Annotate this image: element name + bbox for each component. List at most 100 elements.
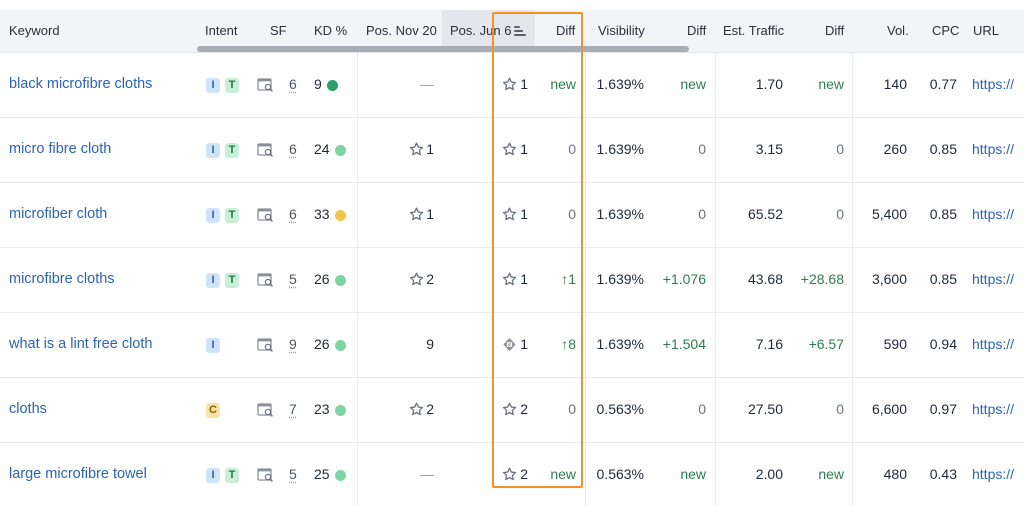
col-visibility-diff[interactable]: Diff bbox=[687, 23, 707, 38]
serp-features-icon[interactable] bbox=[257, 142, 275, 158]
kd-difficulty-dot bbox=[335, 470, 346, 481]
col-sf[interactable]: SF bbox=[270, 23, 287, 38]
col-traffic[interactable]: Est. Traffic bbox=[723, 23, 785, 38]
url-link[interactable]: https:// bbox=[972, 271, 1015, 287]
keyword-link[interactable]: microfiber cloth bbox=[9, 206, 108, 222]
visibility-diff: new bbox=[680, 76, 706, 92]
position-nov: — bbox=[420, 466, 434, 482]
table-row: what is a lint free cloth I 9 26 9 1 ↑8 1.639% +… bbox=[0, 312, 1024, 378]
volume-value: 140 bbox=[883, 76, 907, 92]
position-jun: 1 bbox=[520, 206, 528, 222]
serp-features-icon[interactable] bbox=[257, 77, 275, 93]
cpc-value: 0.77 bbox=[929, 76, 957, 92]
serp-features-count[interactable]: 6 bbox=[289, 141, 297, 157]
volume-value: 5,400 bbox=[871, 206, 907, 222]
intent-badge: I bbox=[206, 78, 220, 93]
url-link[interactable]: https:// bbox=[972, 401, 1015, 417]
serp-features-count[interactable]: 5 bbox=[289, 271, 297, 287]
col-cpc[interactable]: CPC bbox=[932, 23, 960, 38]
kd-difficulty-dot bbox=[335, 275, 346, 286]
column-divider bbox=[357, 52, 358, 506]
col-diff[interactable]: Diff bbox=[556, 23, 576, 38]
serp-features-count[interactable]: 5 bbox=[289, 466, 297, 482]
position-jun: 1 bbox=[520, 76, 528, 92]
keyword-link[interactable]: what is a lint free cloth bbox=[9, 336, 153, 352]
position-diff: ↑8 bbox=[561, 336, 576, 352]
star-icon bbox=[502, 142, 517, 157]
traffic-value: 2.00 bbox=[755, 466, 783, 482]
position-diff: new bbox=[550, 76, 576, 92]
visibility-value: 0.563% bbox=[596, 466, 644, 482]
kd-value: 24 bbox=[314, 141, 330, 157]
keyword-link[interactable]: microfibre cloths bbox=[9, 271, 115, 287]
col-intent[interactable]: Intent bbox=[205, 23, 238, 38]
keyword-link[interactable]: micro fibre cloth bbox=[9, 141, 112, 157]
col-visibility[interactable]: Visibility bbox=[598, 23, 645, 38]
serp-features-icon[interactable] bbox=[257, 467, 275, 483]
url-link[interactable]: https:// bbox=[972, 206, 1015, 222]
traffic-value: 7.16 bbox=[755, 336, 783, 352]
kd-value: 26 bbox=[314, 336, 330, 352]
traffic-value: 1.70 bbox=[755, 76, 783, 92]
table-row: cloths C 7 23 2 2 0 0.563% 0 27.50 0 6,600 0.97 https… bbox=[0, 377, 1024, 443]
col-keyword[interactable]: Keyword bbox=[9, 23, 60, 38]
position-jun: 1 bbox=[520, 141, 528, 157]
sort-descending-icon[interactable] bbox=[514, 25, 526, 36]
visibility-diff: 0 bbox=[698, 141, 706, 157]
star-icon bbox=[502, 467, 517, 482]
serp-features-icon[interactable] bbox=[257, 337, 275, 353]
col-traffic-diff[interactable]: Diff bbox=[825, 23, 845, 38]
star-icon bbox=[409, 272, 424, 287]
kd-value: 9 bbox=[314, 76, 322, 92]
intent-badge: I bbox=[206, 273, 220, 288]
cpc-value: 0.43 bbox=[929, 466, 957, 482]
col-volume[interactable]: Vol. bbox=[887, 23, 909, 38]
cpc-value: 0.85 bbox=[929, 271, 957, 287]
table-row: microfibre cloths I T 5 26 2 1 ↑1 1.639% +1.076 43… bbox=[0, 247, 1024, 313]
url-link[interactable]: https:// bbox=[972, 76, 1015, 92]
cpc-value: 0.97 bbox=[929, 401, 957, 417]
col-url[interactable]: URL bbox=[973, 23, 1000, 38]
visibility-value: 0.563% bbox=[596, 401, 644, 417]
serp-features-icon[interactable] bbox=[257, 207, 275, 223]
serp-features-count[interactable]: 6 bbox=[289, 76, 297, 92]
position-diff: ↑1 bbox=[561, 271, 576, 287]
serp-features-count[interactable]: 9 bbox=[289, 336, 297, 352]
keyword-link[interactable]: cloths bbox=[9, 401, 47, 417]
url-link[interactable]: https:// bbox=[972, 141, 1015, 157]
traffic-value: 3.15 bbox=[755, 141, 783, 157]
position-diff: 0 bbox=[568, 141, 576, 157]
visibility-diff: 0 bbox=[698, 206, 706, 222]
url-link[interactable]: https:// bbox=[972, 336, 1015, 352]
keyword-link[interactable]: large microfibre towel bbox=[9, 466, 147, 482]
horizontal-scrollbar[interactable] bbox=[197, 46, 689, 52]
star-icon bbox=[502, 77, 517, 92]
star-icon bbox=[502, 207, 517, 222]
serp-features-icon[interactable] bbox=[257, 402, 275, 418]
col-pos-jun[interactable]: Pos. Jun 6 bbox=[442, 10, 535, 52]
star-icon bbox=[502, 272, 517, 287]
column-divider bbox=[852, 52, 853, 506]
kd-value: 23 bbox=[314, 401, 330, 417]
serp-features-count[interactable]: 7 bbox=[289, 401, 297, 417]
volume-value: 6,600 bbox=[871, 401, 907, 417]
keyword-link[interactable]: black microfibre cloths bbox=[9, 76, 153, 92]
traffic-diff: 0 bbox=[836, 206, 844, 222]
col-pos-nov[interactable]: Pos. Nov 20 bbox=[366, 23, 437, 38]
position-diff: new bbox=[550, 466, 576, 482]
col-kd[interactable]: KD % bbox=[314, 23, 348, 38]
visibility-value: 1.639% bbox=[596, 271, 644, 287]
intent-badge: C bbox=[206, 403, 220, 418]
position-nov: — bbox=[420, 76, 434, 92]
position-nov: 2 bbox=[426, 401, 434, 417]
intent-badge: T bbox=[225, 208, 239, 223]
url-link[interactable]: https:// bbox=[972, 466, 1015, 482]
visibility-diff: 0 bbox=[698, 401, 706, 417]
table-row: microfiber cloth I T 6 33 1 1 0 1.639% 0 65.52 0 5,4… bbox=[0, 182, 1024, 248]
traffic-diff: new bbox=[818, 466, 844, 482]
serp-features-icon[interactable] bbox=[257, 272, 275, 288]
visibility-diff: +1.076 bbox=[662, 271, 706, 287]
serp-features-count[interactable]: 6 bbox=[289, 206, 297, 222]
col-pos-jun-label: Pos. Jun 6 bbox=[450, 23, 512, 38]
volume-value: 590 bbox=[883, 336, 907, 352]
